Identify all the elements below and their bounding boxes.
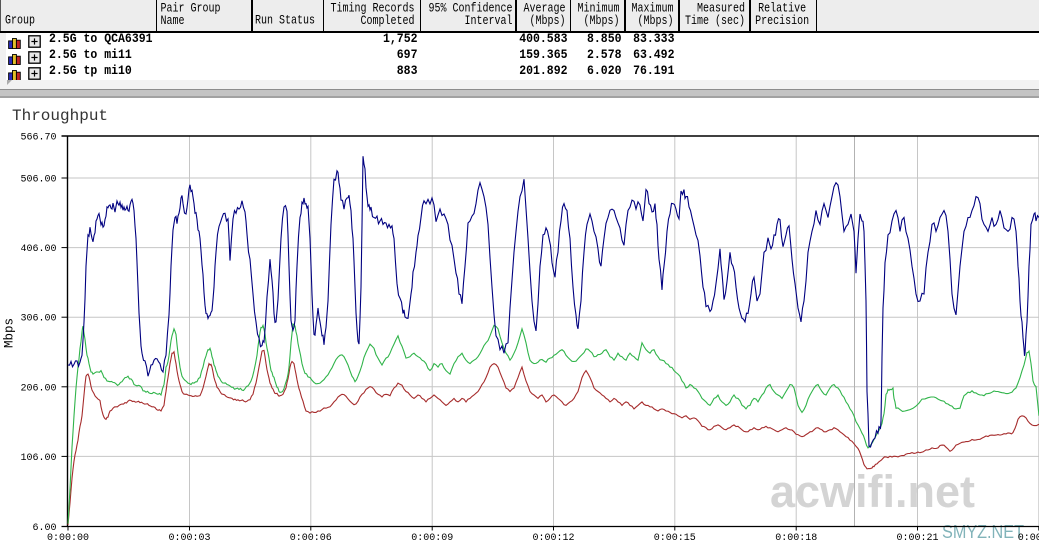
svg-text:106.00: 106.00 xyxy=(20,453,56,464)
svg-text:0:00:12: 0:00:12 xyxy=(532,533,574,544)
svg-text:SMYZ.NET: SMYZ.NET xyxy=(942,521,1024,542)
svg-text:0:00:18: 0:00:18 xyxy=(775,533,817,544)
svg-text:0:00:06: 0:00:06 xyxy=(290,533,332,544)
svg-text:0:00:21: 0:00:21 xyxy=(896,533,938,544)
svg-text:0:00:24: 0:00:24 xyxy=(1018,533,1039,544)
svg-text:acwifi.net: acwifi.net xyxy=(770,466,975,517)
svg-text:406.00: 406.00 xyxy=(20,244,56,255)
svg-text:206.00: 206.00 xyxy=(20,383,56,394)
svg-text:506.00: 506.00 xyxy=(20,175,56,186)
svg-text:306.00: 306.00 xyxy=(20,314,56,325)
svg-text:Mbps: Mbps xyxy=(3,318,17,348)
svg-text:0:00:09: 0:00:09 xyxy=(411,533,453,544)
svg-text:566.70: 566.70 xyxy=(20,133,56,144)
svg-text:6.00: 6.00 xyxy=(32,523,56,534)
svg-text:0:00:00: 0:00:00 xyxy=(47,533,89,544)
svg-text:0:00:03: 0:00:03 xyxy=(168,533,210,544)
svg-text:0:00:15: 0:00:15 xyxy=(654,533,696,544)
